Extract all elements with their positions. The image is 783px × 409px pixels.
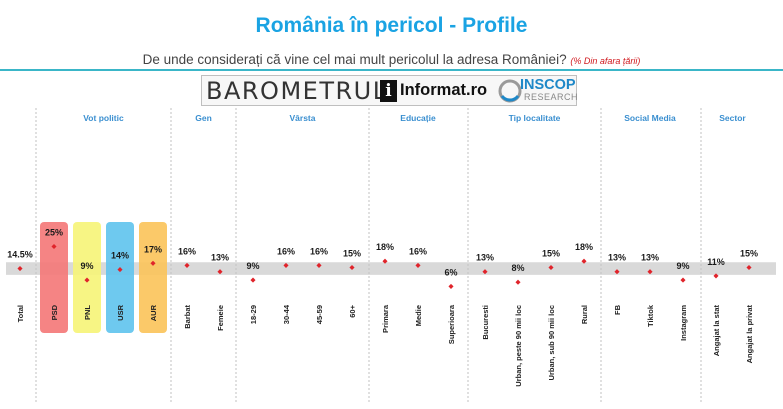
data-point xyxy=(448,283,454,289)
party-highlight-pnl xyxy=(73,222,101,333)
data-label: 6% xyxy=(444,267,457,277)
data-label: 16% xyxy=(178,246,196,256)
category-label: Urban, sub 90 mii loc xyxy=(547,305,556,380)
data-point xyxy=(283,262,289,268)
informat-logo-text: Informat.ro xyxy=(400,81,488,99)
data-label: 14% xyxy=(111,251,129,261)
data-label: 25% xyxy=(45,228,63,238)
group-label: Tip localitate xyxy=(509,113,561,123)
data-point xyxy=(217,269,223,275)
category-label: Barbat xyxy=(183,305,192,329)
category-label: Medie xyxy=(414,305,423,326)
category-label: Superioara xyxy=(447,304,456,344)
data-point xyxy=(482,269,488,275)
data-label: 16% xyxy=(310,246,328,256)
chart-subtitle: De unde considerați că vine cel mai mult… xyxy=(0,52,783,67)
data-point xyxy=(316,262,322,268)
reference-band xyxy=(6,262,776,275)
group-label: Sector xyxy=(719,113,746,123)
party-highlight-aur xyxy=(139,222,167,333)
brand-banner: BAROMETRUL i Informat.ro INSCOP RESEARCH xyxy=(201,75,579,106)
category-label: Primara xyxy=(381,304,390,333)
data-point xyxy=(349,264,355,271)
data-label: 15% xyxy=(740,249,758,259)
category-label: Tiktok xyxy=(646,304,655,327)
category-label: Rural xyxy=(580,305,589,324)
inscop-research-text: RESEARCH xyxy=(524,92,579,102)
category-label: Femeie xyxy=(216,305,225,331)
data-label: 13% xyxy=(476,253,494,263)
category-label: Instagram xyxy=(679,305,688,341)
data-label: 8% xyxy=(511,263,524,273)
data-label: 15% xyxy=(542,249,560,259)
group-label: Vârsta xyxy=(290,113,316,123)
group-label: Gen xyxy=(195,113,212,123)
data-point xyxy=(84,277,90,283)
category-label: PSD xyxy=(50,304,59,320)
inscop-logo-icon xyxy=(498,79,522,103)
data-label: 11% xyxy=(707,257,725,267)
chart-title: România în pericol - Profile xyxy=(255,14,528,37)
subtitle-question: De unde considerați că vine cel mai mult… xyxy=(142,52,567,67)
group-label: Social Media xyxy=(624,113,676,123)
data-label: 9% xyxy=(246,261,259,271)
category-label: Total xyxy=(16,305,25,322)
data-point xyxy=(117,267,123,273)
category-label: 60+ xyxy=(348,304,357,317)
data-point xyxy=(746,264,752,271)
data-point xyxy=(515,279,521,285)
data-point xyxy=(382,258,388,264)
data-label: 16% xyxy=(409,246,427,256)
data-label: 9% xyxy=(80,261,93,271)
subtitle-note: (% Din afara țării) xyxy=(570,56,641,66)
party-highlight-psd xyxy=(40,222,68,333)
group-label: Educație xyxy=(400,113,436,123)
data-label: 13% xyxy=(608,253,626,263)
group-label: Vot politic xyxy=(83,113,124,123)
category-label: 45-59 xyxy=(315,305,324,324)
category-label: Urban, peste 90 mii loc xyxy=(514,305,523,387)
data-label: 17% xyxy=(144,244,162,254)
data-point xyxy=(415,262,421,268)
data-label: 13% xyxy=(211,253,229,263)
data-point xyxy=(150,260,156,266)
data-label: 9% xyxy=(676,261,689,271)
category-label: Angajat la privat xyxy=(745,305,754,364)
data-label: 15% xyxy=(343,249,361,259)
header-divider xyxy=(0,69,783,71)
category-label: 30-44 xyxy=(282,304,291,324)
data-label: 16% xyxy=(277,246,295,256)
party-highlight-usr xyxy=(106,222,134,333)
data-label: 14.5% xyxy=(7,250,33,260)
category-label: PNL xyxy=(83,305,92,320)
inscop-logo-text: INSCOP xyxy=(520,77,576,93)
data-point xyxy=(548,264,554,271)
category-label: 18-29 xyxy=(249,305,258,324)
category-label: Bucuresti xyxy=(481,305,490,340)
data-label: 18% xyxy=(575,242,593,252)
data-label: 18% xyxy=(376,242,394,252)
data-point xyxy=(680,277,686,283)
data-point xyxy=(250,277,256,283)
barometer-logo-text: BAROMETRUL xyxy=(206,77,388,105)
category-label: Angajat la stat xyxy=(712,305,721,357)
data-point xyxy=(713,273,719,279)
data-point xyxy=(184,262,190,268)
informat-logo-icon: i xyxy=(380,80,397,102)
category-label: USR xyxy=(116,304,125,320)
category-label: AUR xyxy=(149,304,158,321)
data-label: 13% xyxy=(641,253,659,263)
category-label: FB xyxy=(613,304,622,315)
